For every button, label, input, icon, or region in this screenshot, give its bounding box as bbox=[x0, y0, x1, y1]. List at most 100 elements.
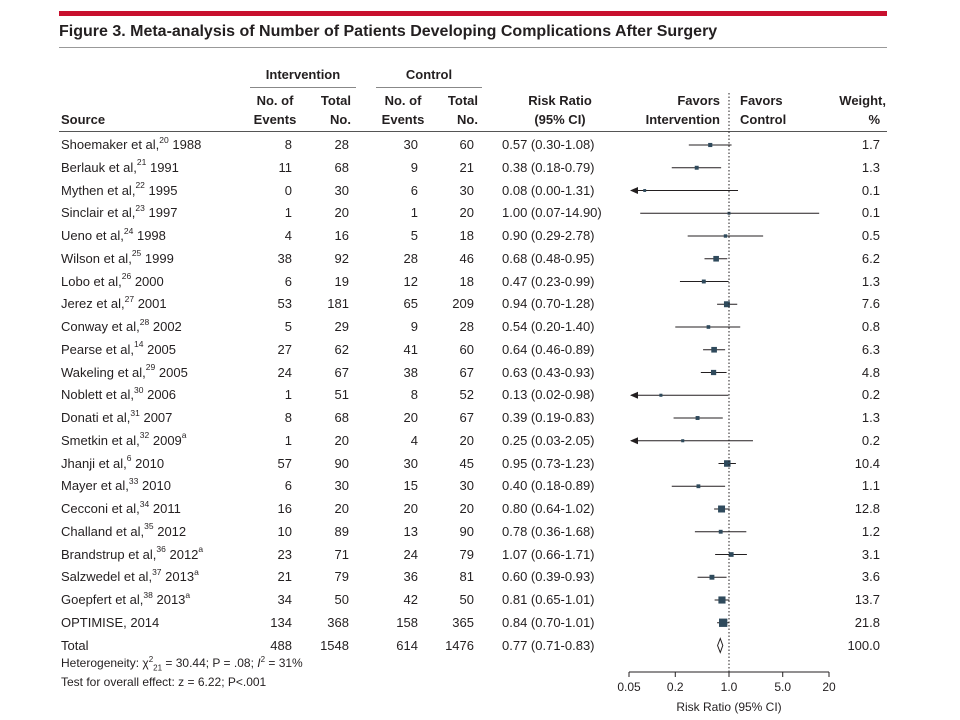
intervention-total: 1548 bbox=[320, 637, 349, 653]
study-source: Mayer et al,33 2010 bbox=[61, 477, 171, 494]
intervention-total: 20 bbox=[334, 501, 349, 516]
overall-effect-text: Test for overall effect: z = 6.22; P<.00… bbox=[61, 675, 267, 689]
study-reference: 37 bbox=[152, 566, 162, 577]
control-events: 20 bbox=[403, 410, 418, 425]
risk-ratio-ci: 0.47 (0.23-0.99) bbox=[502, 273, 595, 289]
point-estimate-marker bbox=[713, 255, 719, 262]
intervention-events: 21 bbox=[277, 569, 292, 585]
intervention-total: 368 bbox=[327, 614, 349, 630]
risk-ratio-ci: 0.77 (0.71-0.83) bbox=[502, 637, 595, 653]
study-source: OPTIMISE, 2014 bbox=[61, 615, 159, 631]
study-name: Total bbox=[61, 637, 89, 653]
study-name: Goepfert et al, bbox=[61, 592, 144, 607]
control-events: 13 bbox=[403, 523, 418, 539]
x-tick-label: 5.0 bbox=[774, 680, 791, 694]
point-estimate-marker bbox=[706, 325, 711, 329]
intervention-events: 16 bbox=[277, 501, 292, 516]
control-total: 81 bbox=[459, 569, 474, 585]
study-reference: 36 bbox=[156, 544, 166, 555]
intervention-events: 34 bbox=[277, 592, 292, 607]
ctrl-total-header-line1: Total bbox=[447, 93, 478, 108]
intervention-total: 62 bbox=[334, 341, 349, 357]
risk-ratio-ci: 0.94 (0.70-1.28) bbox=[502, 296, 595, 312]
study-reference: 30 bbox=[134, 384, 144, 395]
ctrl-total-header-line2: No. bbox=[457, 112, 478, 127]
study-name: Conway et al, bbox=[61, 319, 140, 334]
risk-ratio-ci: 0.78 (0.36-1.68) bbox=[502, 523, 595, 539]
point-estimate-marker bbox=[710, 369, 717, 376]
study-year: 1998 bbox=[136, 228, 166, 243]
risk-ratio-ci: 1.00 (0.07-14.90) bbox=[502, 205, 602, 221]
risk-ratio-header-line1: Risk Ratio bbox=[528, 93, 592, 108]
control-group-rule bbox=[376, 87, 482, 88]
study-year: 2013 bbox=[156, 592, 186, 607]
intervention-total: 28 bbox=[334, 137, 349, 152]
control-events: 614 bbox=[396, 637, 418, 653]
weight-value: 0.5 bbox=[861, 228, 880, 243]
risk-ratio-ci: 0.63 (0.43-0.93) bbox=[502, 364, 595, 380]
weight-value: 100.0 bbox=[847, 637, 880, 653]
intervention-events: 1 bbox=[284, 387, 292, 403]
study-reference: 6 bbox=[126, 453, 132, 464]
int-total-header-line1: Total bbox=[320, 93, 351, 108]
study-source: Jhanji et al,6 2010 bbox=[61, 453, 165, 472]
study-source: Ueno et al,24 1998 bbox=[61, 226, 166, 244]
control-total: 30 bbox=[459, 182, 474, 198]
point-estimate-marker bbox=[695, 416, 700, 420]
weight-value: 13.7 bbox=[854, 592, 880, 607]
study-year: 2006 bbox=[147, 387, 177, 403]
intervention-total: 51 bbox=[334, 387, 349, 403]
total-label: Total bbox=[61, 638, 88, 654]
weight-value: 6.2 bbox=[861, 250, 880, 266]
study-name: Ueno et al, bbox=[61, 228, 124, 243]
intervention-events: 1 bbox=[284, 205, 292, 221]
study-reference: 21 bbox=[136, 157, 147, 168]
intervention-events: 8 bbox=[284, 137, 292, 152]
point-estimate-marker bbox=[723, 301, 730, 308]
study-source: Shoemaker et al,20 1988 bbox=[61, 135, 201, 153]
control-total: 21 bbox=[459, 159, 474, 175]
intervention-total: 30 bbox=[334, 182, 349, 198]
int-total-header-line2: No. bbox=[330, 112, 351, 127]
study-year: 2011 bbox=[152, 501, 181, 516]
control-events: 6 bbox=[410, 182, 418, 198]
control-total: 90 bbox=[459, 523, 474, 539]
point-estimate-marker bbox=[723, 234, 728, 238]
point-estimate-marker bbox=[701, 279, 706, 284]
title-accent-bar bbox=[59, 11, 887, 16]
control-total: 50 bbox=[459, 592, 474, 607]
study-source: Goepfert et al,38 2013a bbox=[61, 590, 190, 608]
point-estimate-marker bbox=[694, 165, 699, 170]
pooled-estimate-diamond bbox=[717, 637, 724, 654]
study-source: Pearse et al,14 2005 bbox=[61, 340, 177, 358]
study-source: Mythen et al,22 1995 bbox=[61, 181, 178, 199]
point-estimate-marker bbox=[718, 596, 726, 604]
control-events: 42 bbox=[403, 592, 418, 607]
risk-ratio-ci: 0.25 (0.03-2.05) bbox=[502, 432, 595, 448]
control-total: 365 bbox=[452, 614, 474, 630]
intervention-events: 38 bbox=[277, 250, 292, 266]
study-year: 1995 bbox=[148, 182, 178, 198]
control-total: 209 bbox=[452, 296, 474, 312]
weight-header-line1: Weight, bbox=[839, 93, 886, 108]
weight-value: 6.3 bbox=[861, 341, 880, 357]
study-source: Salzwedel et al,37 2013a bbox=[61, 566, 199, 585]
study-year: 2005 bbox=[147, 341, 177, 357]
control-total: 18 bbox=[459, 273, 474, 289]
study-source: Wilson et al,25 1999 bbox=[61, 249, 174, 267]
favors-intervention-header-line2: Intervention bbox=[645, 112, 720, 127]
study-year: 2000 bbox=[134, 273, 164, 289]
control-events: 4 bbox=[410, 432, 418, 448]
study-name: Berlauk et al, bbox=[61, 159, 137, 175]
study-year: 2010 bbox=[135, 455, 165, 471]
heterogeneity-text: Heterogeneity: χ221 = 30.44; P = .08; I2… bbox=[61, 655, 303, 673]
study-year: 2007 bbox=[143, 410, 173, 425]
risk-ratio-ci: 0.08 (0.00-1.31) bbox=[502, 182, 595, 198]
x-tick-label: 0.2 bbox=[667, 680, 684, 694]
weight-value: 0.2 bbox=[861, 432, 880, 448]
risk-ratio-header-line2: (95% CI) bbox=[534, 112, 586, 127]
study-name: Mythen et al, bbox=[61, 182, 136, 198]
study-source: Lobo et al,26 2000 bbox=[61, 272, 164, 290]
control-total: 18 bbox=[459, 228, 474, 243]
control-total: 20 bbox=[459, 501, 474, 516]
